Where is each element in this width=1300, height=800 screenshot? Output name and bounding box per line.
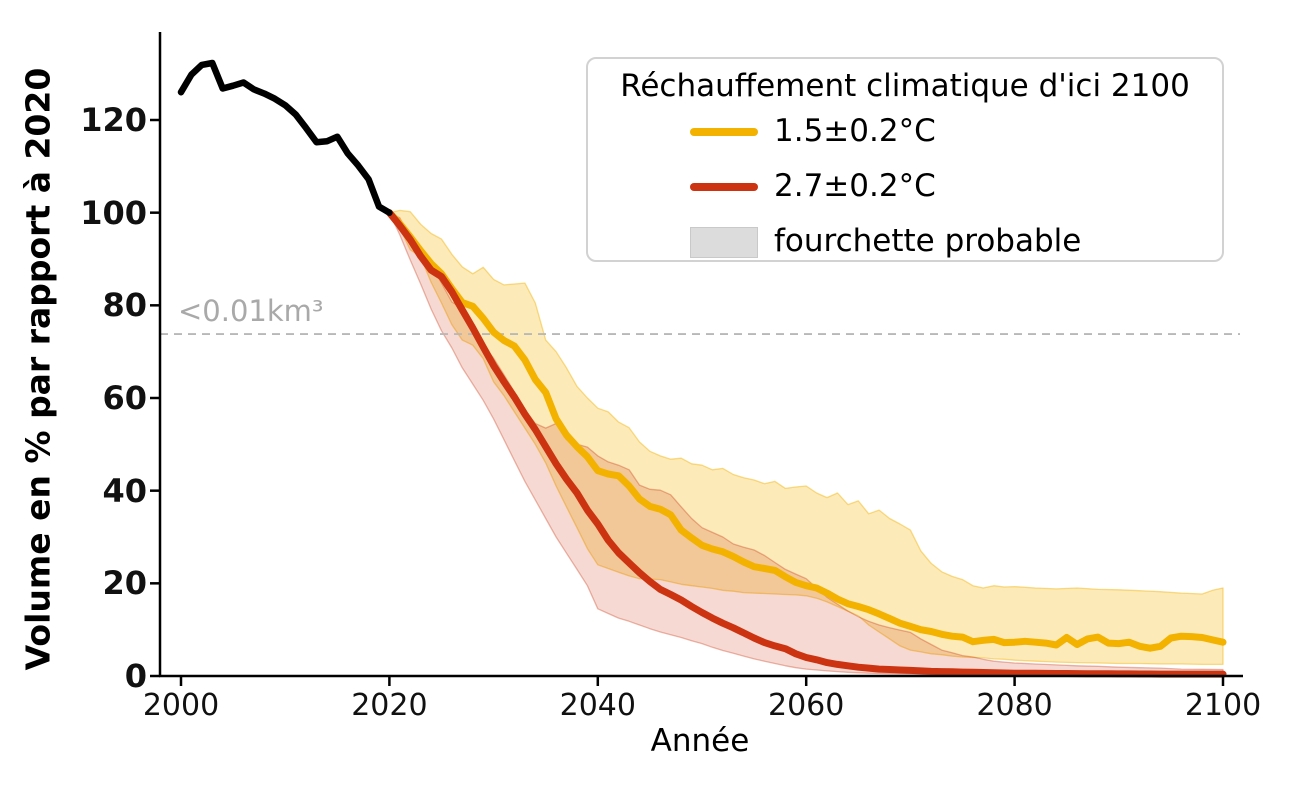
series-line-sc15 — [385, 209, 1227, 652]
series-line-historical — [177, 59, 393, 216]
legend-label: fourchette probable — [774, 222, 1082, 259]
series-line-sc27 — [385, 209, 1227, 678]
legend-line-swatch-red — [690, 183, 758, 191]
legend-patch-swatch-gray — [690, 227, 758, 258]
y-axis-title: Volume en % par rapport à 2020 — [18, 67, 58, 671]
legend-label: 1.5±0.2°C — [774, 112, 936, 149]
legend: Réchauffement climatique d'ici 2100 1.5±… — [586, 57, 1224, 262]
legend-label: 2.7±0.2°C — [774, 167, 936, 204]
threshold-annotation: <0.01km³ — [178, 294, 324, 329]
legend-line-swatch-yellow — [690, 128, 758, 136]
uncertainty-band-band15 — [388, 209, 1224, 666]
legend-title: Réchauffement climatique d'ici 2100 — [620, 68, 1190, 104]
x-axis-title: Année — [650, 723, 750, 759]
